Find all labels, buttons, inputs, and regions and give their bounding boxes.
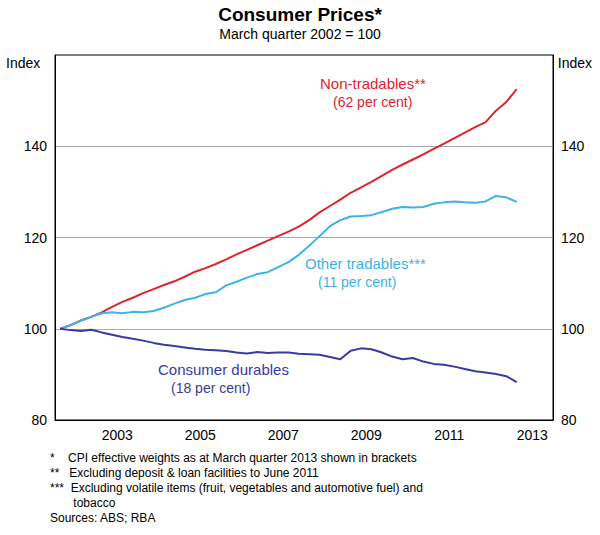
svg-text:Non-tradables**: Non-tradables** [320, 75, 426, 92]
svg-text:Other tradables***: Other tradables*** [305, 255, 426, 272]
svg-text:2013: 2013 [517, 427, 548, 443]
svg-text:2009: 2009 [351, 427, 382, 443]
svg-text:80: 80 [561, 412, 577, 428]
svg-text:100: 100 [24, 321, 48, 337]
svg-text:80: 80 [31, 412, 47, 428]
svg-text:Sources: ABS; RBA: Sources: ABS; RBA [50, 511, 155, 525]
svg-text:** Excluding deposit & loan: ** Excluding deposit & loan facilities t… [50, 466, 319, 480]
svg-text:(11 per cent): (11 per cent) [318, 274, 396, 290]
svg-text:140: 140 [561, 138, 585, 154]
svg-text:Consumer Prices*: Consumer Prices* [218, 4, 382, 25]
svg-text:(62 per cent): (62 per cent) [333, 94, 412, 110]
svg-text:Index: Index [6, 55, 40, 71]
svg-text:2003: 2003 [102, 427, 133, 443]
svg-text:* CPI effective weights as: * CPI effective weights as at March quar… [50, 451, 417, 465]
svg-text:(18 per cent): (18 per cent) [171, 380, 250, 396]
svg-text:Consumer durables: Consumer durables [158, 361, 289, 378]
svg-text:140: 140 [24, 138, 48, 154]
svg-text:100: 100 [561, 321, 585, 337]
svg-text:2005: 2005 [185, 427, 216, 443]
svg-text:March quarter 2002 = 100: March quarter 2002 = 100 [219, 26, 381, 42]
svg-text:*** Excluding volatile items: *** Excluding volatile items (fruit, veg… [50, 481, 423, 495]
svg-text:Index: Index [558, 55, 592, 71]
svg-text:2011: 2011 [434, 427, 464, 443]
svg-text:120: 120 [24, 230, 48, 246]
svg-text:120: 120 [561, 230, 585, 246]
svg-text:2007: 2007 [268, 427, 299, 443]
svg-text:tobacco: tobacco [50, 496, 116, 510]
